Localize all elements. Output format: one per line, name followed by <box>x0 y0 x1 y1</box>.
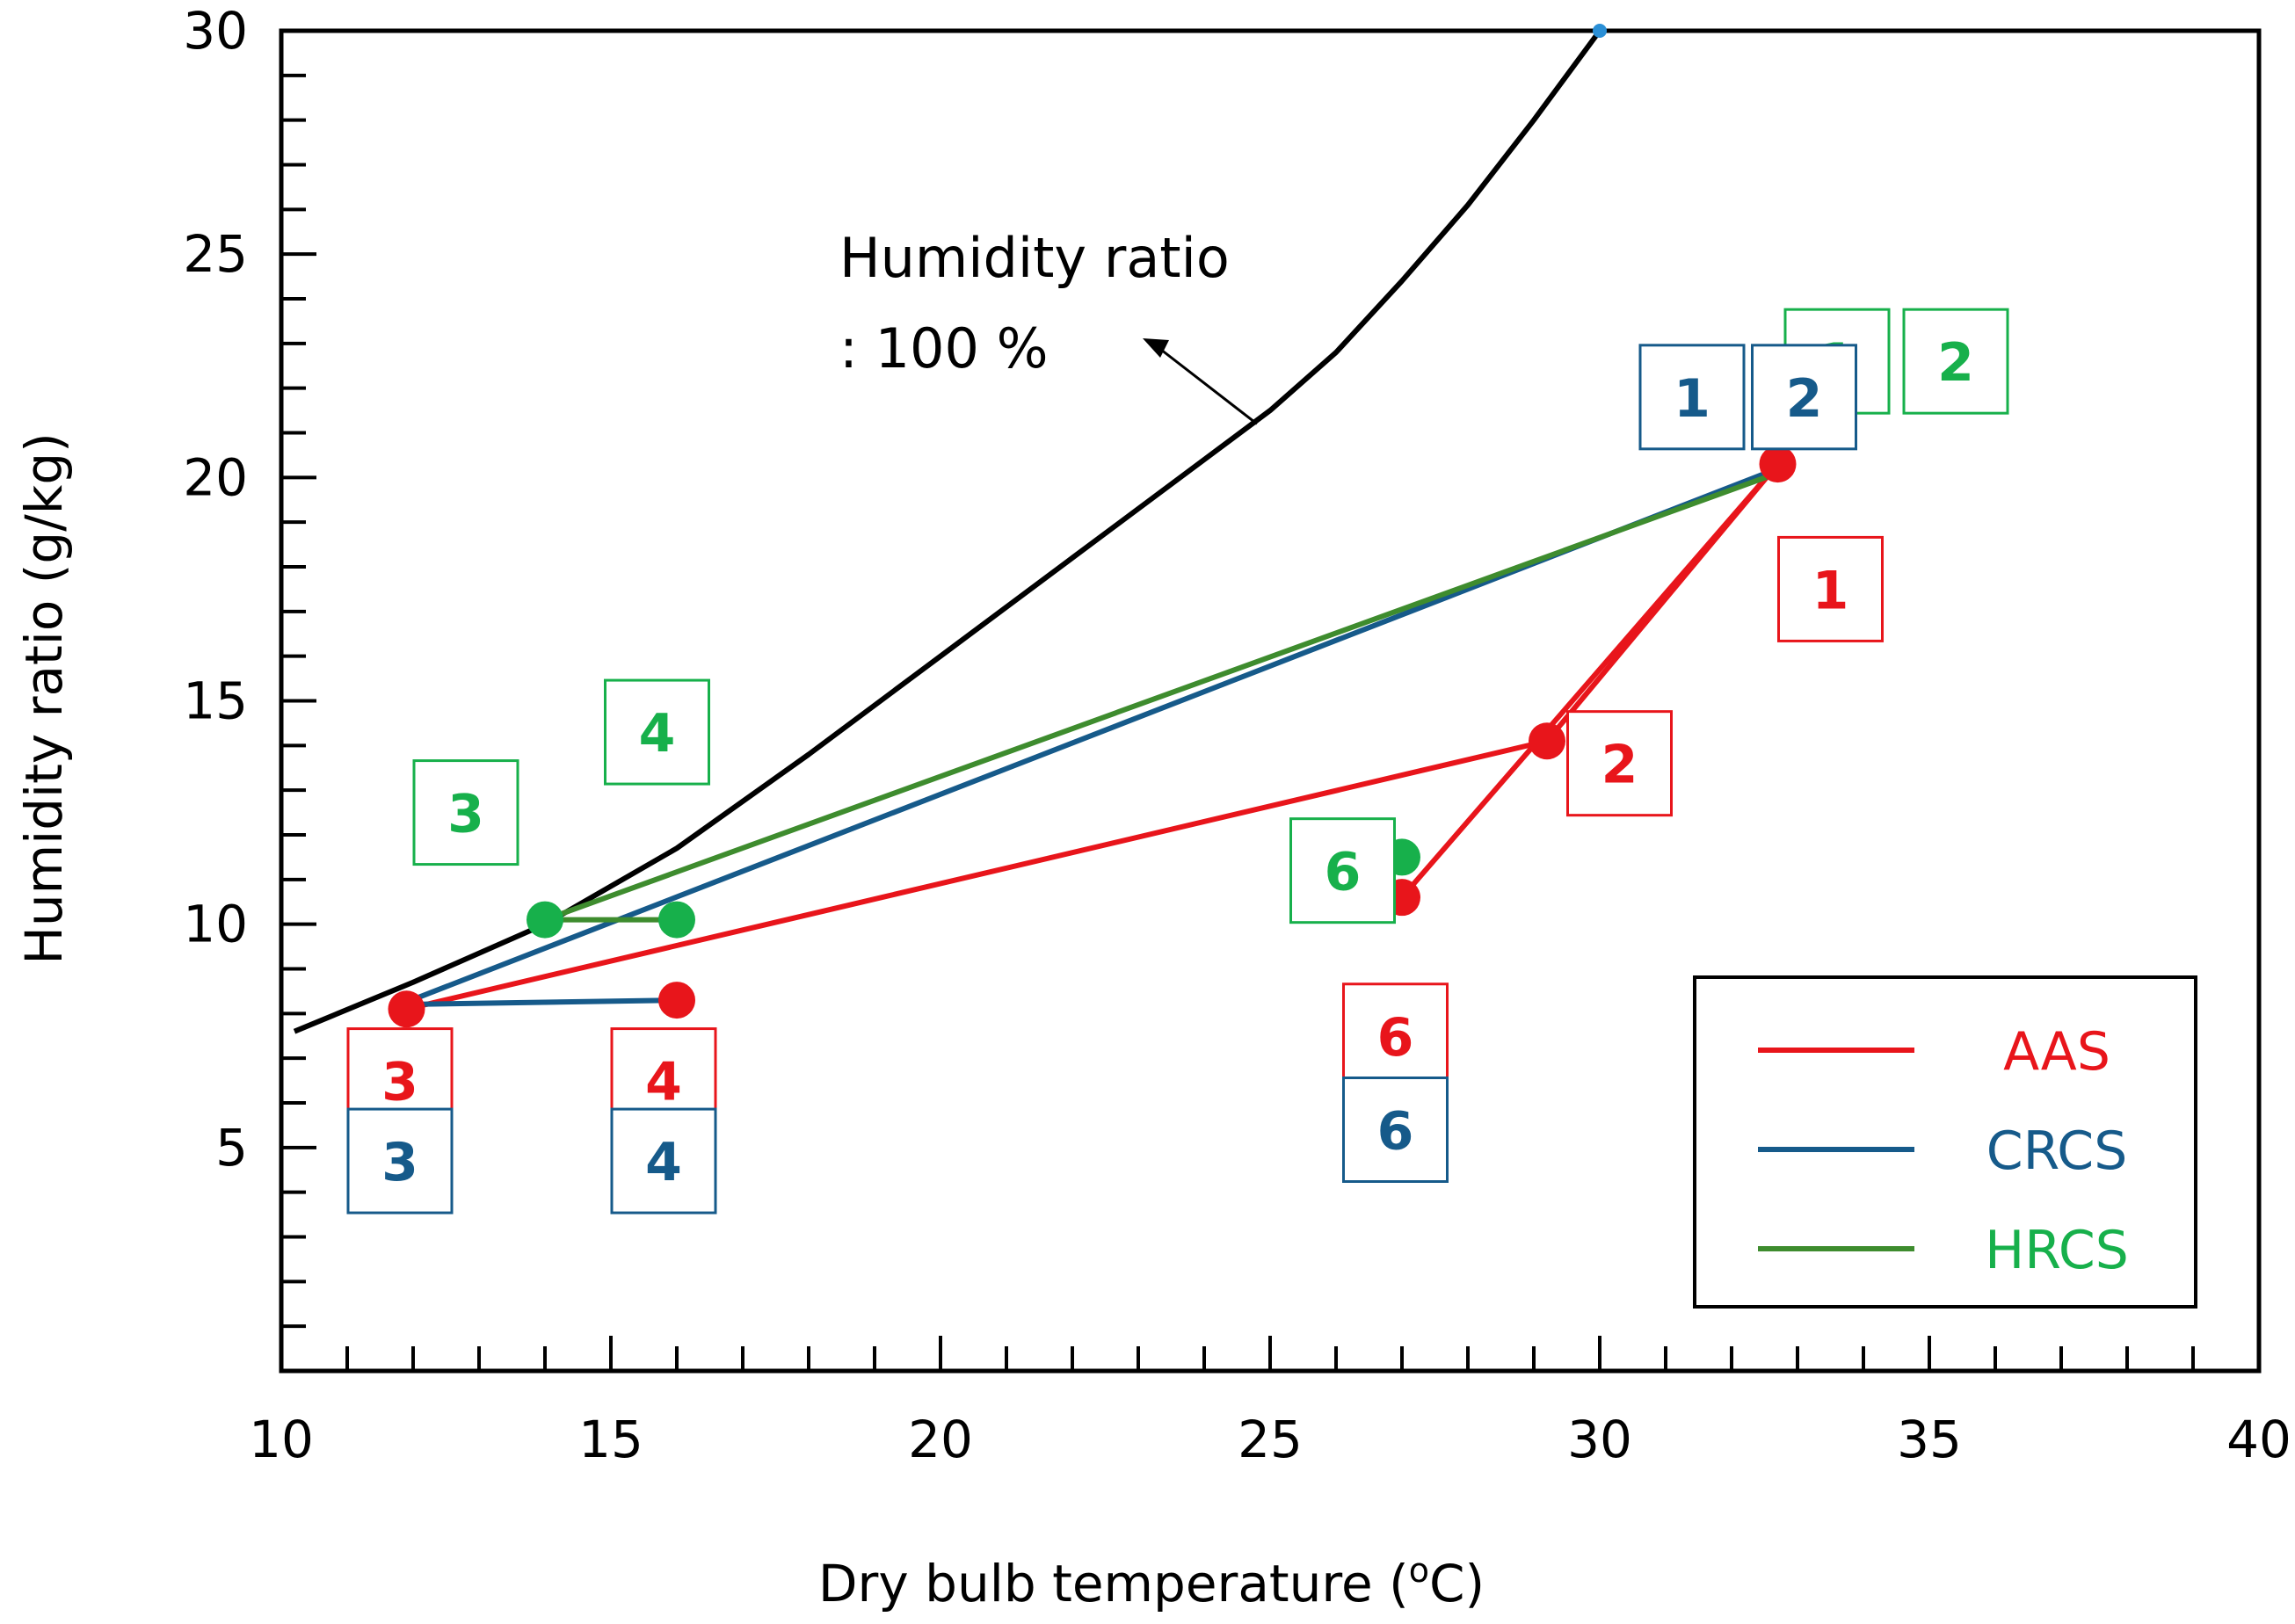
x-tick-label: 10 <box>249 1410 314 1469</box>
curve-annotation-line2: : 100 % <box>839 316 1049 381</box>
curve-annotation-line1: Humidity ratio <box>839 226 1230 290</box>
legend-label-crcs: CRCS <box>1986 1120 2128 1182</box>
state-label-text: 4 <box>639 703 676 765</box>
state-label: 3 <box>412 759 519 866</box>
state-label-text: 3 <box>381 1052 418 1113</box>
state-label-text: 4 <box>645 1132 682 1193</box>
state-label-text: 2 <box>1786 368 1823 430</box>
state-label: 2 <box>1751 344 1857 451</box>
state-label-text: 1 <box>1812 560 1849 621</box>
state-labels-group: 121212346663434 <box>346 308 2009 1214</box>
y-tick-label: 5 <box>215 1118 248 1178</box>
state-label-box <box>1289 817 1396 924</box>
x-axis-title-main: Dry bulb temperature ( <box>818 1554 1409 1613</box>
state-label: 6 <box>1342 982 1449 1090</box>
x-axis-title-degree: o <box>1409 1551 1429 1590</box>
state-label-text: 4 <box>645 1052 682 1113</box>
state-label: 4 <box>610 1107 717 1214</box>
state-label-box <box>1342 1077 1449 1183</box>
series-point-aas <box>1759 446 1797 483</box>
series-group <box>388 446 1797 1028</box>
legend: AAS CRCS HRCS <box>1693 975 2197 1309</box>
legend-label-aas: AAS <box>2003 1021 2110 1083</box>
state-label-box <box>604 678 710 786</box>
y-tick-label: 15 <box>183 671 248 731</box>
y-tick-label: 25 <box>183 224 248 284</box>
state-label: 1 <box>1638 344 1746 451</box>
state-label: 2 <box>1902 308 2009 415</box>
state-label: 2 <box>1566 710 1673 817</box>
legend-box <box>1693 975 2197 1309</box>
state-label-box <box>1751 344 1857 451</box>
annotation-arrow-head <box>1143 338 1169 358</box>
series-line-aas <box>403 738 1550 1012</box>
state-label-box <box>1638 344 1746 451</box>
series-point-aas <box>658 982 695 1019</box>
state-label-text: 6 <box>1377 1101 1414 1163</box>
state-label-text: 3 <box>381 1132 418 1193</box>
state-label: 1 <box>1777 535 1884 642</box>
state-label-text: 6 <box>1325 842 1362 903</box>
y-tick-label: 30 <box>183 1 248 61</box>
state-label-box <box>1342 982 1449 1090</box>
series-point-hrcs <box>527 901 563 939</box>
state-label-text: 1 <box>1674 368 1710 430</box>
state-label-box <box>1777 535 1884 642</box>
x-tick-label: 15 <box>578 1410 643 1469</box>
state-label-box <box>610 1107 717 1214</box>
annotation-arrow-line <box>1152 342 1258 425</box>
x-tick-label: 35 <box>1897 1410 1962 1469</box>
series-point-aas <box>388 990 425 1028</box>
state-label: 6 <box>1342 1077 1449 1183</box>
series-line-crcs <box>397 997 679 1008</box>
x-tick-label: 20 <box>908 1410 973 1469</box>
series-point-aas <box>1529 722 1565 760</box>
state-label-box <box>1902 308 2009 415</box>
series-point-hrcs <box>658 901 695 939</box>
y-axis-title: Humidity ratio (g/kg) <box>14 432 74 965</box>
state-label-box <box>412 759 519 866</box>
state-label-box <box>346 1107 454 1214</box>
y-tick-label: 20 <box>183 447 248 507</box>
x-tick-label: 30 <box>1567 1410 1632 1469</box>
y-tick-label: 10 <box>183 895 248 954</box>
state-label-text: 2 <box>1601 735 1638 796</box>
legend-label-hrcs: HRCS <box>1985 1220 2129 1281</box>
curve-end-point <box>1593 24 1607 38</box>
series-line-aas <box>1399 461 1781 901</box>
state-label-text: 2 <box>1937 332 1974 394</box>
state-label: 6 <box>1289 817 1396 924</box>
series-line-hrcs <box>542 470 1781 923</box>
x-axis-title-unit: C) <box>1429 1554 1485 1613</box>
x-axis-title: Dry bulb temperature (oC) <box>818 1551 1485 1613</box>
state-label: 4 <box>604 678 710 786</box>
axes: 10 15 20 25 30 35 40 5 10 15 20 25 30 <box>183 1 2291 1469</box>
state-label-box <box>1566 710 1673 817</box>
x-tick-label: 40 <box>2226 1410 2291 1469</box>
x-tick-label: 25 <box>1238 1410 1303 1469</box>
state-label: 3 <box>346 1107 454 1214</box>
state-label-text: 3 <box>447 784 484 845</box>
state-label-text: 6 <box>1377 1007 1414 1069</box>
